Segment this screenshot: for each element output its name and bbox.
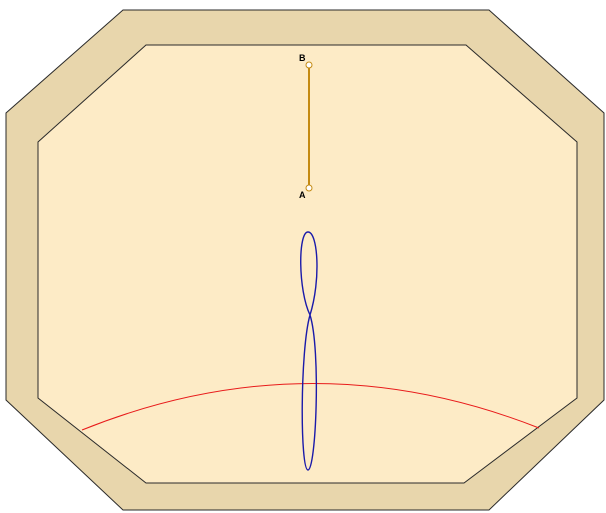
- dial-face: [37, 44, 578, 484]
- date-curve: [81, 383, 540, 431]
- point-b-marker: [305, 61, 313, 69]
- point-b-label: B: [299, 53, 306, 63]
- point-a-label: A: [299, 190, 306, 200]
- point-a-marker: [305, 184, 313, 192]
- analemma: [300, 231, 318, 471]
